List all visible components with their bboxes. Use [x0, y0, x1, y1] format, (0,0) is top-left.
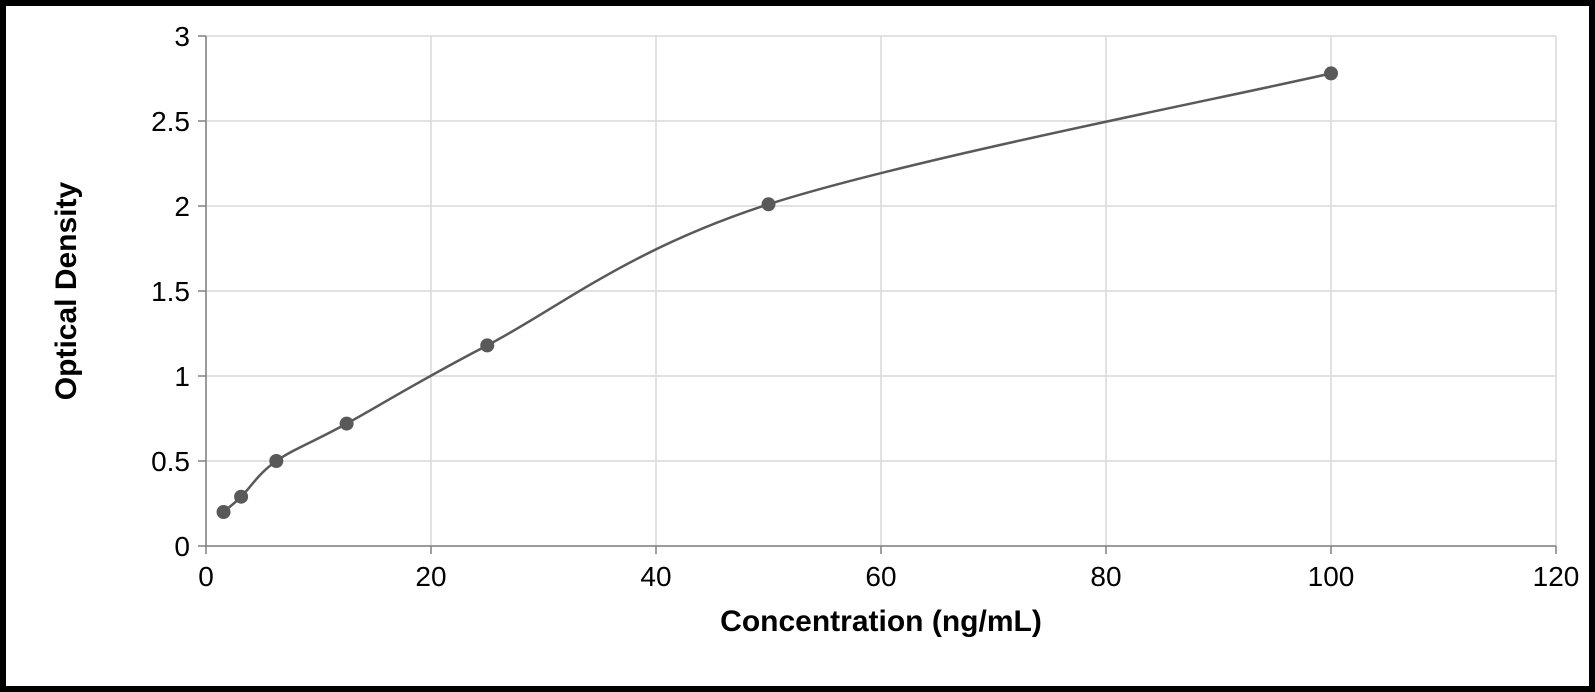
data-point	[1324, 66, 1338, 80]
y-tick-label: 3	[174, 21, 190, 52]
x-tick-label: 80	[1090, 561, 1121, 592]
x-tick-label: 120	[1533, 561, 1580, 592]
data-point	[480, 338, 494, 352]
chart-frame: 0 20 40 60 80 100 120 0 0.5 1 1.5 2 2.5 3 Concentratio…	[0, 0, 1595, 692]
data-point	[762, 197, 776, 211]
x-tick-label: 0	[198, 561, 214, 592]
y-tick-label: 2.5	[151, 106, 190, 137]
data-point	[340, 417, 354, 431]
x-tick-label: 60	[865, 561, 896, 592]
x-tick-label: 40	[640, 561, 671, 592]
y-tick-label: 2	[174, 191, 190, 222]
y-tick-label: 0.5	[151, 446, 190, 477]
y-tick-label: 0	[174, 531, 190, 562]
data-point	[234, 490, 248, 504]
y-tick-label: 1	[174, 361, 190, 392]
y-axis-label: Optical Density	[50, 181, 83, 400]
x-axis-label: Concentration (ng/mL)	[720, 605, 1042, 638]
data-point	[217, 505, 231, 519]
x-tick-label: 100	[1308, 561, 1355, 592]
data-point	[269, 454, 283, 468]
y-tick-label: 1.5	[151, 276, 190, 307]
chart-svg: 0 20 40 60 80 100 120 0 0.5 1 1.5 2 2.5 3 Concentratio…	[6, 6, 1589, 686]
x-tick-label: 20	[415, 561, 446, 592]
